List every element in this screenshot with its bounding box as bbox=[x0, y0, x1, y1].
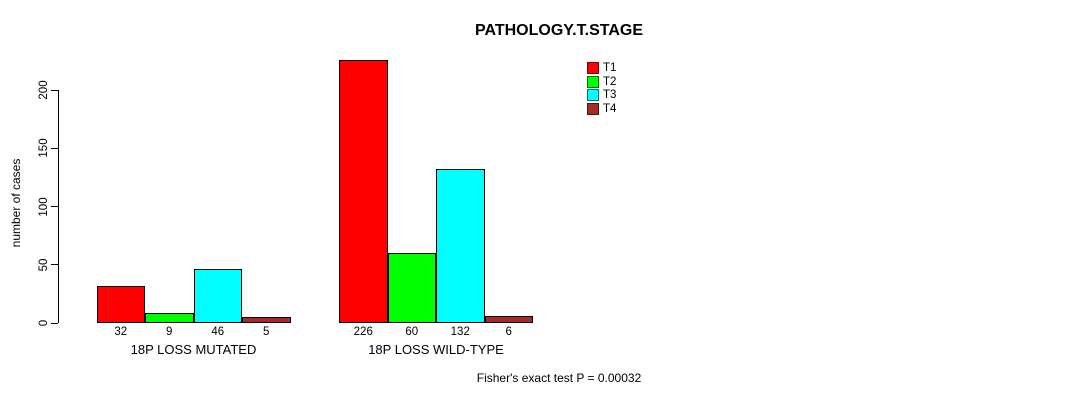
y-tick-mark bbox=[51, 147, 58, 149]
bar-t3-mutated bbox=[193, 269, 242, 323]
legend-label: T2 bbox=[603, 75, 617, 88]
legend-swatch-t2 bbox=[587, 75, 599, 88]
legend-label: T1 bbox=[603, 62, 617, 74]
chart-title: PATHOLOGY.T.STAGE bbox=[474, 22, 643, 39]
legend: T1 T2 T3 T4 bbox=[587, 62, 616, 116]
bar-value-label: 9 bbox=[166, 326, 173, 338]
bar-t4-mutated bbox=[242, 317, 291, 323]
y-tick-label: 0 bbox=[38, 319, 50, 327]
category-label: 18P LOSS WILD-TYPE bbox=[368, 342, 504, 357]
bar-value-label: 5 bbox=[263, 326, 270, 338]
y-tick-mark bbox=[51, 322, 58, 324]
legend-swatch-t4 bbox=[587, 102, 599, 115]
y-tick-label: 200 bbox=[38, 80, 50, 100]
bar-value-label: 46 bbox=[211, 326, 225, 338]
bar-value-label: 6 bbox=[505, 326, 512, 338]
legend-item: T1 bbox=[587, 62, 616, 74]
bar-t2-mutated bbox=[145, 313, 194, 323]
y-tick-mark bbox=[51, 264, 58, 266]
y-axis-label: number of cases bbox=[9, 158, 23, 248]
legend-label: T3 bbox=[603, 89, 617, 101]
bar-value-label: 60 bbox=[405, 326, 419, 338]
legend-item: T2 bbox=[587, 75, 617, 88]
y-axis-line bbox=[58, 90, 59, 323]
bar-t4-wild-type bbox=[484, 316, 533, 323]
bar-t1-wild-type bbox=[339, 60, 388, 323]
y-tick-mark bbox=[51, 89, 58, 91]
y-tick-label: 50 bbox=[38, 258, 50, 272]
y-tick-label: 100 bbox=[38, 197, 50, 217]
annotation-text: Fisher's exact test P = 0.00032 bbox=[476, 371, 642, 385]
y-tick-mark bbox=[51, 206, 58, 208]
legend-swatch-t3 bbox=[587, 89, 599, 101]
bar-t3-wild-type bbox=[436, 169, 485, 323]
legend-item: T4 bbox=[587, 102, 617, 115]
bar-t1-mutated bbox=[96, 286, 145, 323]
bar-value-label: 32 bbox=[114, 326, 128, 338]
legend-item: T3 bbox=[587, 89, 616, 101]
bar-value-label: 132 bbox=[450, 326, 470, 338]
category-label: 18P LOSS MUTATED bbox=[130, 342, 257, 357]
bar-value-label: 226 bbox=[353, 326, 373, 338]
legend-swatch-t1 bbox=[587, 62, 599, 74]
bar-t2-wild-type bbox=[387, 253, 436, 323]
y-tick-label: 150 bbox=[38, 138, 50, 158]
legend-label: T4 bbox=[603, 102, 617, 115]
